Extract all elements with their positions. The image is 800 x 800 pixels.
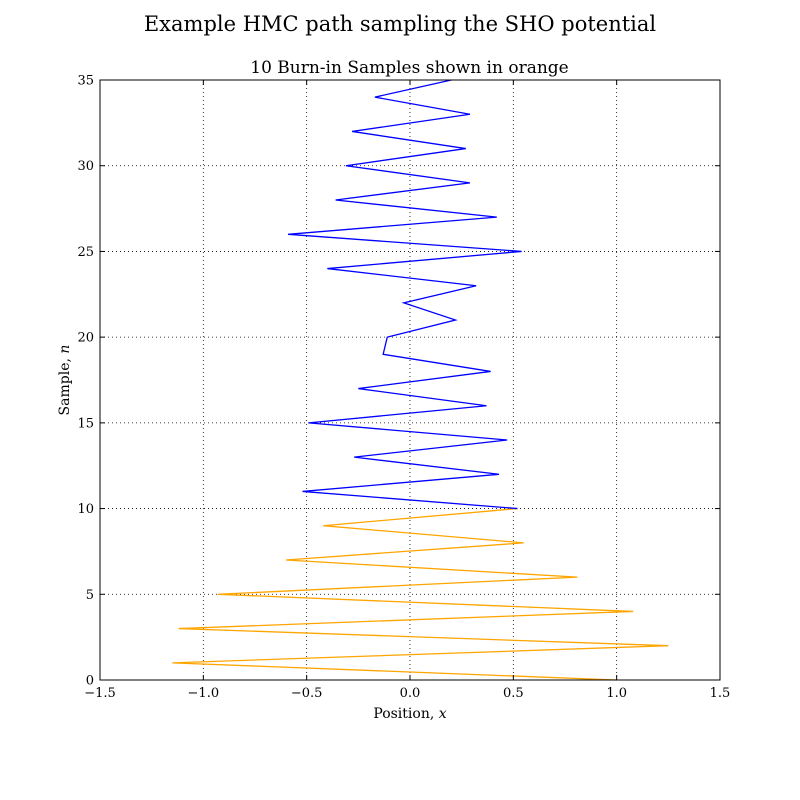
- y-tick-label: 10: [77, 502, 94, 517]
- y-axis-label: Sample, n: [57, 345, 73, 416]
- y-tick-label: 30: [77, 159, 94, 174]
- x-axis-label: Position, x: [373, 706, 446, 722]
- chart-subtitle: 10 Burn-in Samples shown in orange: [250, 58, 568, 78]
- x-axis-label-text: Position,: [373, 706, 438, 722]
- y-tick-label: 0: [86, 674, 94, 689]
- sample-path-line: [288, 79, 522, 510]
- y-tick-label: 25: [77, 245, 94, 260]
- y-tick-label: 20: [77, 331, 94, 346]
- x-tick-label: −0.5: [291, 686, 323, 701]
- x-tick-label: 1.0: [606, 686, 627, 701]
- x-axis-label-variable: x: [439, 706, 447, 722]
- y-tick-label: 5: [86, 588, 94, 603]
- y-tick-label: 35: [77, 74, 94, 89]
- y-axis-label-variable: n: [57, 345, 73, 354]
- ticks: −1.5 −1.0 −0.5 0.0 0.5 1.0 1.5 0 5 10 15 20 25 30 35: [77, 74, 730, 702]
- grid: [100, 80, 720, 680]
- x-tick-label: 0.0: [400, 686, 421, 701]
- x-tick-label: −1.5: [84, 686, 116, 701]
- burn-in-path-line: [172, 507, 669, 681]
- x-tick-label: −1.0: [188, 686, 220, 701]
- x-tick-label: 0.5: [503, 686, 524, 701]
- y-axis-label-text: Sample,: [57, 354, 73, 416]
- chart-title: Example HMC path sampling the SHO potent…: [144, 12, 657, 36]
- y-tick-label: 15: [77, 416, 94, 431]
- series-layer: [172, 79, 669, 681]
- x-tick-label: 1.5: [710, 686, 731, 701]
